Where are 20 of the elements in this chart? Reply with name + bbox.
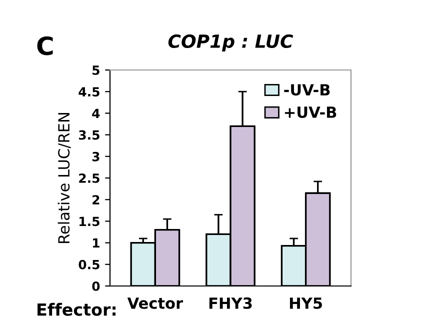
y-tick-label: 4.5: [78, 87, 100, 97]
legend-label: -UV-B: [284, 84, 330, 96]
y-tick-label: 5: [92, 66, 100, 75]
chart-title: COP1p : LUC: [168, 34, 294, 52]
x-tick-label: Vector: [127, 298, 184, 309]
y-tick-label: 2: [92, 195, 100, 204]
y-tick-label: 3: [92, 152, 100, 162]
x-tick-label: FHY3: [209, 297, 252, 309]
x-tick-label: HY5: [290, 298, 322, 309]
y-tick-label: 3.5: [78, 130, 100, 140]
y-tick-label: 0: [92, 281, 100, 291]
y-tick-label: 2.5: [79, 173, 100, 183]
y-tick-label: 4: [92, 108, 100, 118]
y-axis-title: Relative LUC/REN: [58, 113, 71, 243]
y-tick-label: 0.5: [78, 260, 100, 270]
text: Effector:: [38, 302, 116, 316]
y-tick-label: 1: [92, 238, 100, 248]
legend-label: +UV-B: [284, 106, 336, 118]
y-tick-label: 1.5: [80, 216, 100, 226]
text: C: [37, 36, 53, 56]
